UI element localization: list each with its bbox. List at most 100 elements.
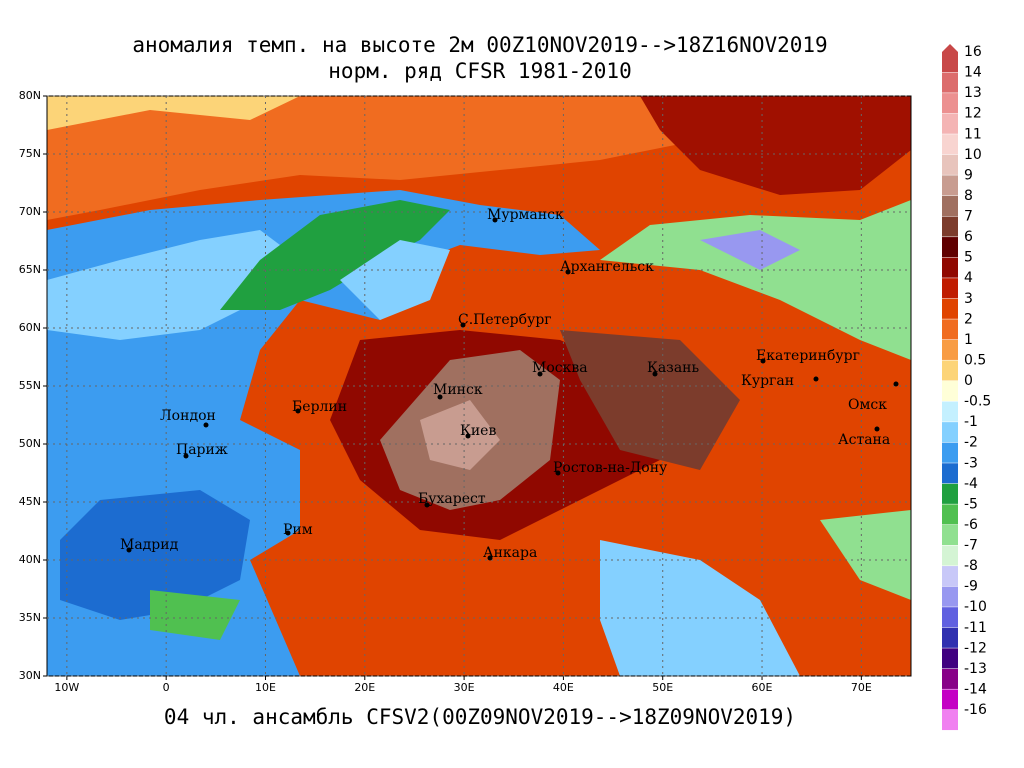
city-dot bbox=[424, 502, 430, 508]
city-dot bbox=[652, 371, 658, 377]
colorbar-label: 11 bbox=[964, 126, 982, 142]
city-label: Ростов-на-Дону bbox=[553, 460, 668, 476]
x-tick-label: 0 bbox=[163, 681, 170, 694]
x-tick-label: 20E bbox=[354, 681, 375, 694]
colorbar-swatch bbox=[942, 483, 958, 504]
x-tick-label: 50E bbox=[652, 681, 673, 694]
city-label: Мадрид bbox=[120, 537, 179, 553]
colorbar-swatch bbox=[942, 545, 958, 566]
colorbar-label: 10 bbox=[964, 147, 982, 163]
colorbar-label: 0.5 bbox=[964, 352, 986, 368]
colorbar-label: 9 bbox=[964, 167, 973, 183]
city-dot bbox=[893, 381, 899, 387]
colorbar-label: -0.5 bbox=[964, 394, 991, 410]
city-label: Екатеринбург bbox=[756, 348, 860, 364]
y-tick-label: 60N bbox=[19, 321, 41, 334]
colorbar-swatch bbox=[942, 154, 958, 175]
colorbar-swatch bbox=[942, 566, 958, 587]
colorbar-swatch bbox=[942, 195, 958, 216]
colorbar-swatch bbox=[942, 72, 958, 93]
colorbar-swatch bbox=[942, 339, 958, 360]
city-label: Москва bbox=[532, 360, 588, 376]
colorbar-swatch bbox=[942, 668, 958, 689]
colorbar-label: 2 bbox=[964, 311, 973, 327]
city-dot bbox=[555, 470, 561, 476]
city-label: Омск bbox=[848, 397, 887, 413]
colorbar-label: 5 bbox=[964, 250, 973, 266]
colorbar-label: -5 bbox=[964, 496, 978, 512]
x-tick-label: 30E bbox=[454, 681, 475, 694]
colorbar-label: 7 bbox=[964, 209, 973, 225]
colorbar-swatch bbox=[942, 463, 958, 484]
colorbar-swatch bbox=[942, 689, 958, 710]
colorbar-label: -16 bbox=[964, 702, 987, 718]
colorbar-swatch bbox=[942, 113, 958, 134]
colorbar-swatch bbox=[942, 93, 958, 114]
city-dot bbox=[203, 422, 209, 428]
city-dot bbox=[760, 358, 766, 364]
y-tick-label: 45N bbox=[19, 495, 41, 508]
colorbar-label: -14 bbox=[964, 681, 987, 697]
colorbar-swatch bbox=[942, 648, 958, 669]
city-label: Курган bbox=[741, 373, 794, 389]
city-label: Мурманск bbox=[487, 207, 564, 223]
colorbar-swatch bbox=[942, 237, 958, 258]
x-tick-label: 70E bbox=[851, 681, 872, 694]
city-label: Бухарест bbox=[418, 491, 486, 507]
y-tick-label: 50N bbox=[19, 437, 41, 450]
colorbar-label: 12 bbox=[964, 106, 982, 122]
city-dot bbox=[183, 453, 189, 459]
colorbar-label: 0 bbox=[964, 373, 973, 389]
colorbar-swatch bbox=[942, 298, 958, 319]
city-dot bbox=[537, 371, 543, 377]
colorbar-swatch bbox=[942, 627, 958, 648]
x-tick-label: 60E bbox=[752, 681, 773, 694]
city-label: Париж bbox=[176, 442, 228, 458]
colorbar-label: 16 bbox=[964, 44, 982, 60]
y-tick-label: 75N bbox=[19, 147, 41, 160]
x-tick-label: 40E bbox=[553, 681, 574, 694]
city-dot bbox=[813, 376, 819, 382]
city-dot bbox=[285, 530, 291, 536]
colorbar-label: 8 bbox=[964, 188, 973, 204]
colorbar-label: -3 bbox=[964, 455, 978, 471]
colorbar-swatch bbox=[942, 360, 958, 381]
colorbar-swatch bbox=[942, 504, 958, 525]
city-label: Рим bbox=[283, 522, 313, 538]
city-label: Минск bbox=[433, 382, 483, 398]
city-label: С.Петербург bbox=[458, 312, 552, 328]
city-dot bbox=[874, 426, 880, 432]
colorbar-label: -1 bbox=[964, 414, 978, 430]
y-tick-label: 30N bbox=[19, 669, 41, 682]
colorbar-swatch bbox=[942, 216, 958, 237]
y-tick-label: 55N bbox=[19, 379, 41, 392]
colorbar-label: -13 bbox=[964, 661, 987, 677]
colorbar-label: -7 bbox=[964, 538, 978, 554]
colorbar-swatch bbox=[942, 319, 958, 340]
city-dot bbox=[465, 433, 471, 439]
colorbar-swatch bbox=[942, 401, 958, 422]
colorbar-swatch bbox=[942, 257, 958, 278]
colorbar-label: -8 bbox=[964, 558, 978, 574]
colorbar-label: -6 bbox=[964, 517, 978, 533]
colorbar-swatch bbox=[942, 381, 958, 402]
colorbar-cap bbox=[942, 44, 958, 52]
colorbar-label: -12 bbox=[964, 640, 987, 656]
city-dot bbox=[460, 322, 466, 328]
city-label: Архангельск bbox=[560, 259, 654, 275]
city-dot bbox=[565, 269, 571, 275]
title: аномалия темп. на высоте 2м 00Z10NOV2019… bbox=[132, 33, 827, 57]
footer: 04 чл. ансамбль CFSV2(00Z09NOV2019-->18Z… bbox=[164, 705, 796, 729]
colorbar-swatch bbox=[942, 586, 958, 607]
x-tick-label: 10W bbox=[54, 681, 79, 694]
colorbar-label: -10 bbox=[964, 599, 987, 615]
y-tick-label: 65N bbox=[19, 263, 41, 276]
city-label: Лондон bbox=[160, 408, 216, 424]
colorbar-swatch bbox=[942, 524, 958, 545]
colorbar-label: 1 bbox=[964, 332, 973, 348]
city-label: Казань bbox=[647, 360, 699, 376]
x-tick-label: 10E bbox=[255, 681, 276, 694]
colorbar-swatch bbox=[942, 278, 958, 299]
colorbar-label: 14 bbox=[964, 65, 982, 81]
